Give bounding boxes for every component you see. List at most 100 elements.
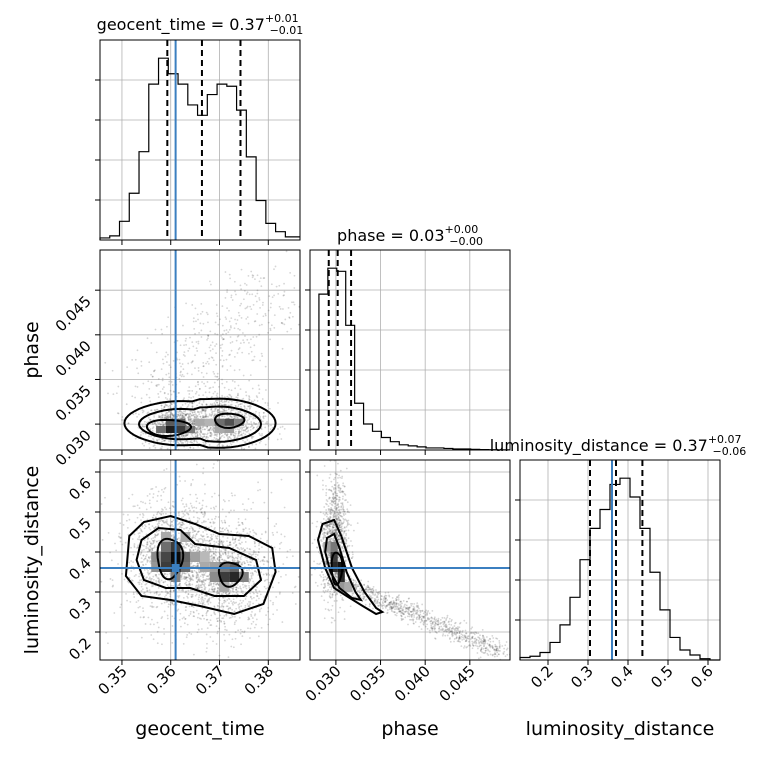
sample-point [197,583,200,586]
sample-point [229,583,232,586]
sample-point [204,546,207,549]
sample-point [249,596,252,599]
sample-point [246,547,249,550]
sample-point [211,357,214,359]
sample-point [249,553,252,555]
sample-point [239,632,242,635]
sample-point [146,412,149,415]
sample-point [248,445,250,448]
sample-point [191,565,194,568]
histogram-step-line [519,477,720,661]
sample-point [136,546,139,548]
sample-point [191,402,194,404]
sample-point [202,535,205,537]
sample-point [242,592,244,595]
sample-point [161,508,163,510]
sample-point [179,414,182,417]
sample-point [203,548,206,551]
sample-point [236,531,239,533]
sample-point [245,284,248,286]
sample-point [236,436,239,439]
sample-point [167,416,170,419]
sample-point [158,416,161,419]
sample-point [209,431,212,434]
sample-point [219,556,221,559]
sample-point [250,308,253,311]
sample-point [244,424,247,427]
sample-point [191,421,194,424]
sample-point [165,512,167,515]
sample-point [189,579,192,582]
sample-point [153,415,156,418]
sample-point [184,591,187,594]
sample-point [279,542,281,545]
sample-point [151,549,154,551]
sample-point [182,368,185,371]
sample-point [207,335,210,337]
sample-point [127,422,130,425]
sample-point [143,425,145,428]
sample-point [231,552,234,555]
sample-point [269,329,272,332]
sample-point [110,559,113,562]
sample-point [222,408,224,411]
sample-point [168,383,170,386]
sample-point [211,560,214,563]
sample-point [249,578,251,581]
sample-point [167,603,170,606]
sample-point [235,527,238,530]
sample-point [117,385,120,388]
sample-point [246,421,249,424]
sample-point [188,386,191,388]
sample-point [221,407,224,410]
sample-point [243,341,245,344]
sample-point [159,520,162,523]
sample-point [180,542,182,545]
sample-point [152,575,155,578]
sample-point [243,568,245,571]
sample-point [183,622,186,625]
sample-point [243,630,246,633]
sample-point [204,579,207,582]
sample-point [249,530,252,533]
sample-point [204,456,206,458]
sample-point [234,545,237,547]
sample-point [223,500,226,503]
sample-point [147,411,150,414]
sample-point [220,399,223,402]
sample-point [133,543,136,545]
panel-frame [99,249,301,451]
sample-point [161,438,164,440]
sample-point [224,628,227,631]
sample-point [180,375,183,378]
sample-point [145,553,148,556]
sample-point [278,592,281,595]
sample-point [237,587,240,590]
sample-point [182,412,185,415]
sample-point [223,633,225,636]
sample-point [249,564,252,567]
sample-point [163,633,166,635]
sample-point [247,605,250,607]
sample-point [216,557,219,560]
sample-point [233,369,236,372]
sample-point [215,343,218,345]
sample-point [226,557,229,559]
sample-point [228,328,231,331]
sample-point [206,338,208,341]
sample-point [196,631,199,634]
sample-point [219,554,222,557]
sample-point [273,314,276,317]
sample-point [140,519,142,522]
sample-point [252,620,255,623]
sample-point [196,521,199,524]
sample-point [224,551,227,554]
sample-point [182,547,185,550]
sample-point [236,401,239,404]
sample-point [153,369,155,372]
sample-point [240,589,243,592]
sample-point [231,538,234,541]
sample-point [164,412,167,415]
sample-point [267,561,270,563]
sample-point [146,494,149,497]
